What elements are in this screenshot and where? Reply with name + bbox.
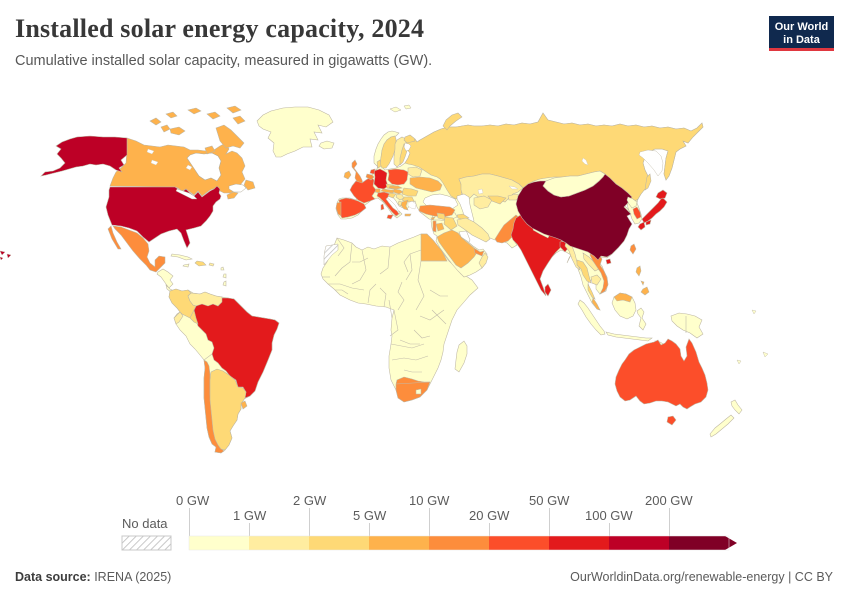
svg-text:100 GW: 100 GW bbox=[585, 508, 633, 523]
svg-text:0 GW: 0 GW bbox=[176, 493, 210, 508]
svg-text:10 GW: 10 GW bbox=[409, 493, 450, 508]
svg-text:No data: No data bbox=[122, 516, 168, 531]
svg-text:5 GW: 5 GW bbox=[353, 508, 387, 523]
svg-text:200 GW: 200 GW bbox=[645, 493, 693, 508]
svg-text:2 GW: 2 GW bbox=[293, 493, 327, 508]
svg-text:50 GW: 50 GW bbox=[529, 493, 570, 508]
svg-text:1 GW: 1 GW bbox=[233, 508, 267, 523]
svg-text:20 GW: 20 GW bbox=[469, 508, 510, 523]
